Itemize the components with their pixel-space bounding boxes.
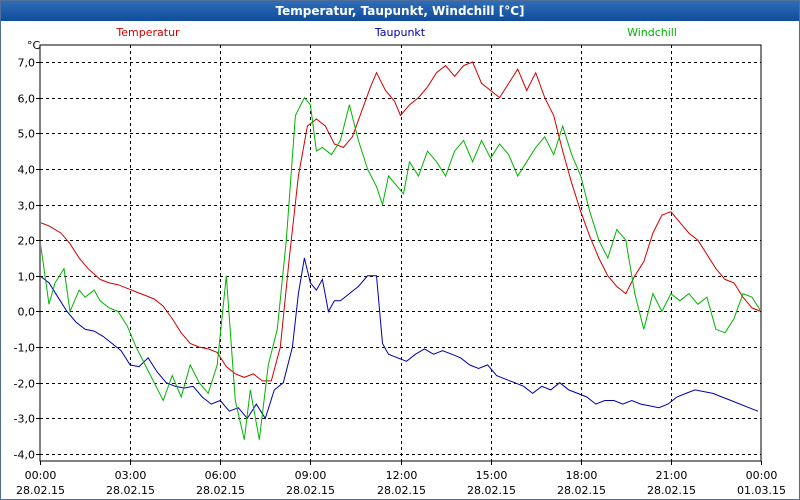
y-tick-label: 6,0 bbox=[18, 93, 36, 106]
x-tick-time: 00:00 bbox=[746, 469, 778, 482]
x-tick-date: 28.02.15 bbox=[647, 484, 696, 497]
legend-temperatur: Temperatur bbox=[115, 26, 180, 39]
x-tick-time: 00:00 bbox=[25, 469, 57, 482]
y-tick-label: -3,0 bbox=[14, 413, 35, 426]
window-title: Temperatur, Taupunkt, Windchill [°C] bbox=[1, 1, 799, 21]
legend-taupunkt: Taupunkt bbox=[374, 26, 426, 39]
y-tick-label: -4,0 bbox=[14, 449, 35, 462]
x-tick-date: 28.02.15 bbox=[106, 484, 155, 497]
y-tick-label: 5,0 bbox=[18, 128, 36, 141]
x-tick-date: 28.02.15 bbox=[196, 484, 245, 497]
x-tick-time: 09:00 bbox=[295, 469, 327, 482]
y-tick-label: 2,0 bbox=[18, 235, 36, 248]
series-line-windchill bbox=[41, 96, 760, 440]
plot-area bbox=[39, 44, 762, 462]
x-tick-date: 28.02.15 bbox=[377, 484, 426, 497]
x-tick-time: 15:00 bbox=[476, 469, 508, 482]
x-tick-time: 12:00 bbox=[386, 469, 418, 482]
x-tick-time: 03:00 bbox=[115, 469, 147, 482]
x-tick-time: 06:00 bbox=[205, 469, 237, 482]
y-tick-label: 0,0 bbox=[18, 306, 36, 319]
legend-windchill: Windchill bbox=[627, 26, 677, 39]
y-tick-label: 7,0 bbox=[18, 57, 36, 70]
x-tick-date: 28.02.15 bbox=[557, 484, 606, 497]
x-tick-time: 21:00 bbox=[656, 469, 688, 482]
y-tick-label: -1,0 bbox=[14, 342, 35, 355]
y-tick-label: -2,0 bbox=[14, 378, 35, 391]
y-tick-label: 3,0 bbox=[18, 200, 36, 213]
x-tick-date: 28.02.15 bbox=[286, 484, 335, 497]
y-axis-unit: °C bbox=[27, 39, 41, 52]
x-tick-time: 18:00 bbox=[566, 469, 598, 482]
x-tick-date: 28.02.15 bbox=[467, 484, 516, 497]
x-tick-date: 28.02.15 bbox=[16, 484, 65, 497]
x-tick-date: 01.03.15 bbox=[737, 484, 786, 497]
series-line-taupunkt bbox=[41, 257, 759, 420]
y-tick-label: 1,0 bbox=[18, 271, 36, 284]
y-tick-label: 4,0 bbox=[18, 164, 36, 177]
series-line-temperatur bbox=[41, 61, 760, 382]
